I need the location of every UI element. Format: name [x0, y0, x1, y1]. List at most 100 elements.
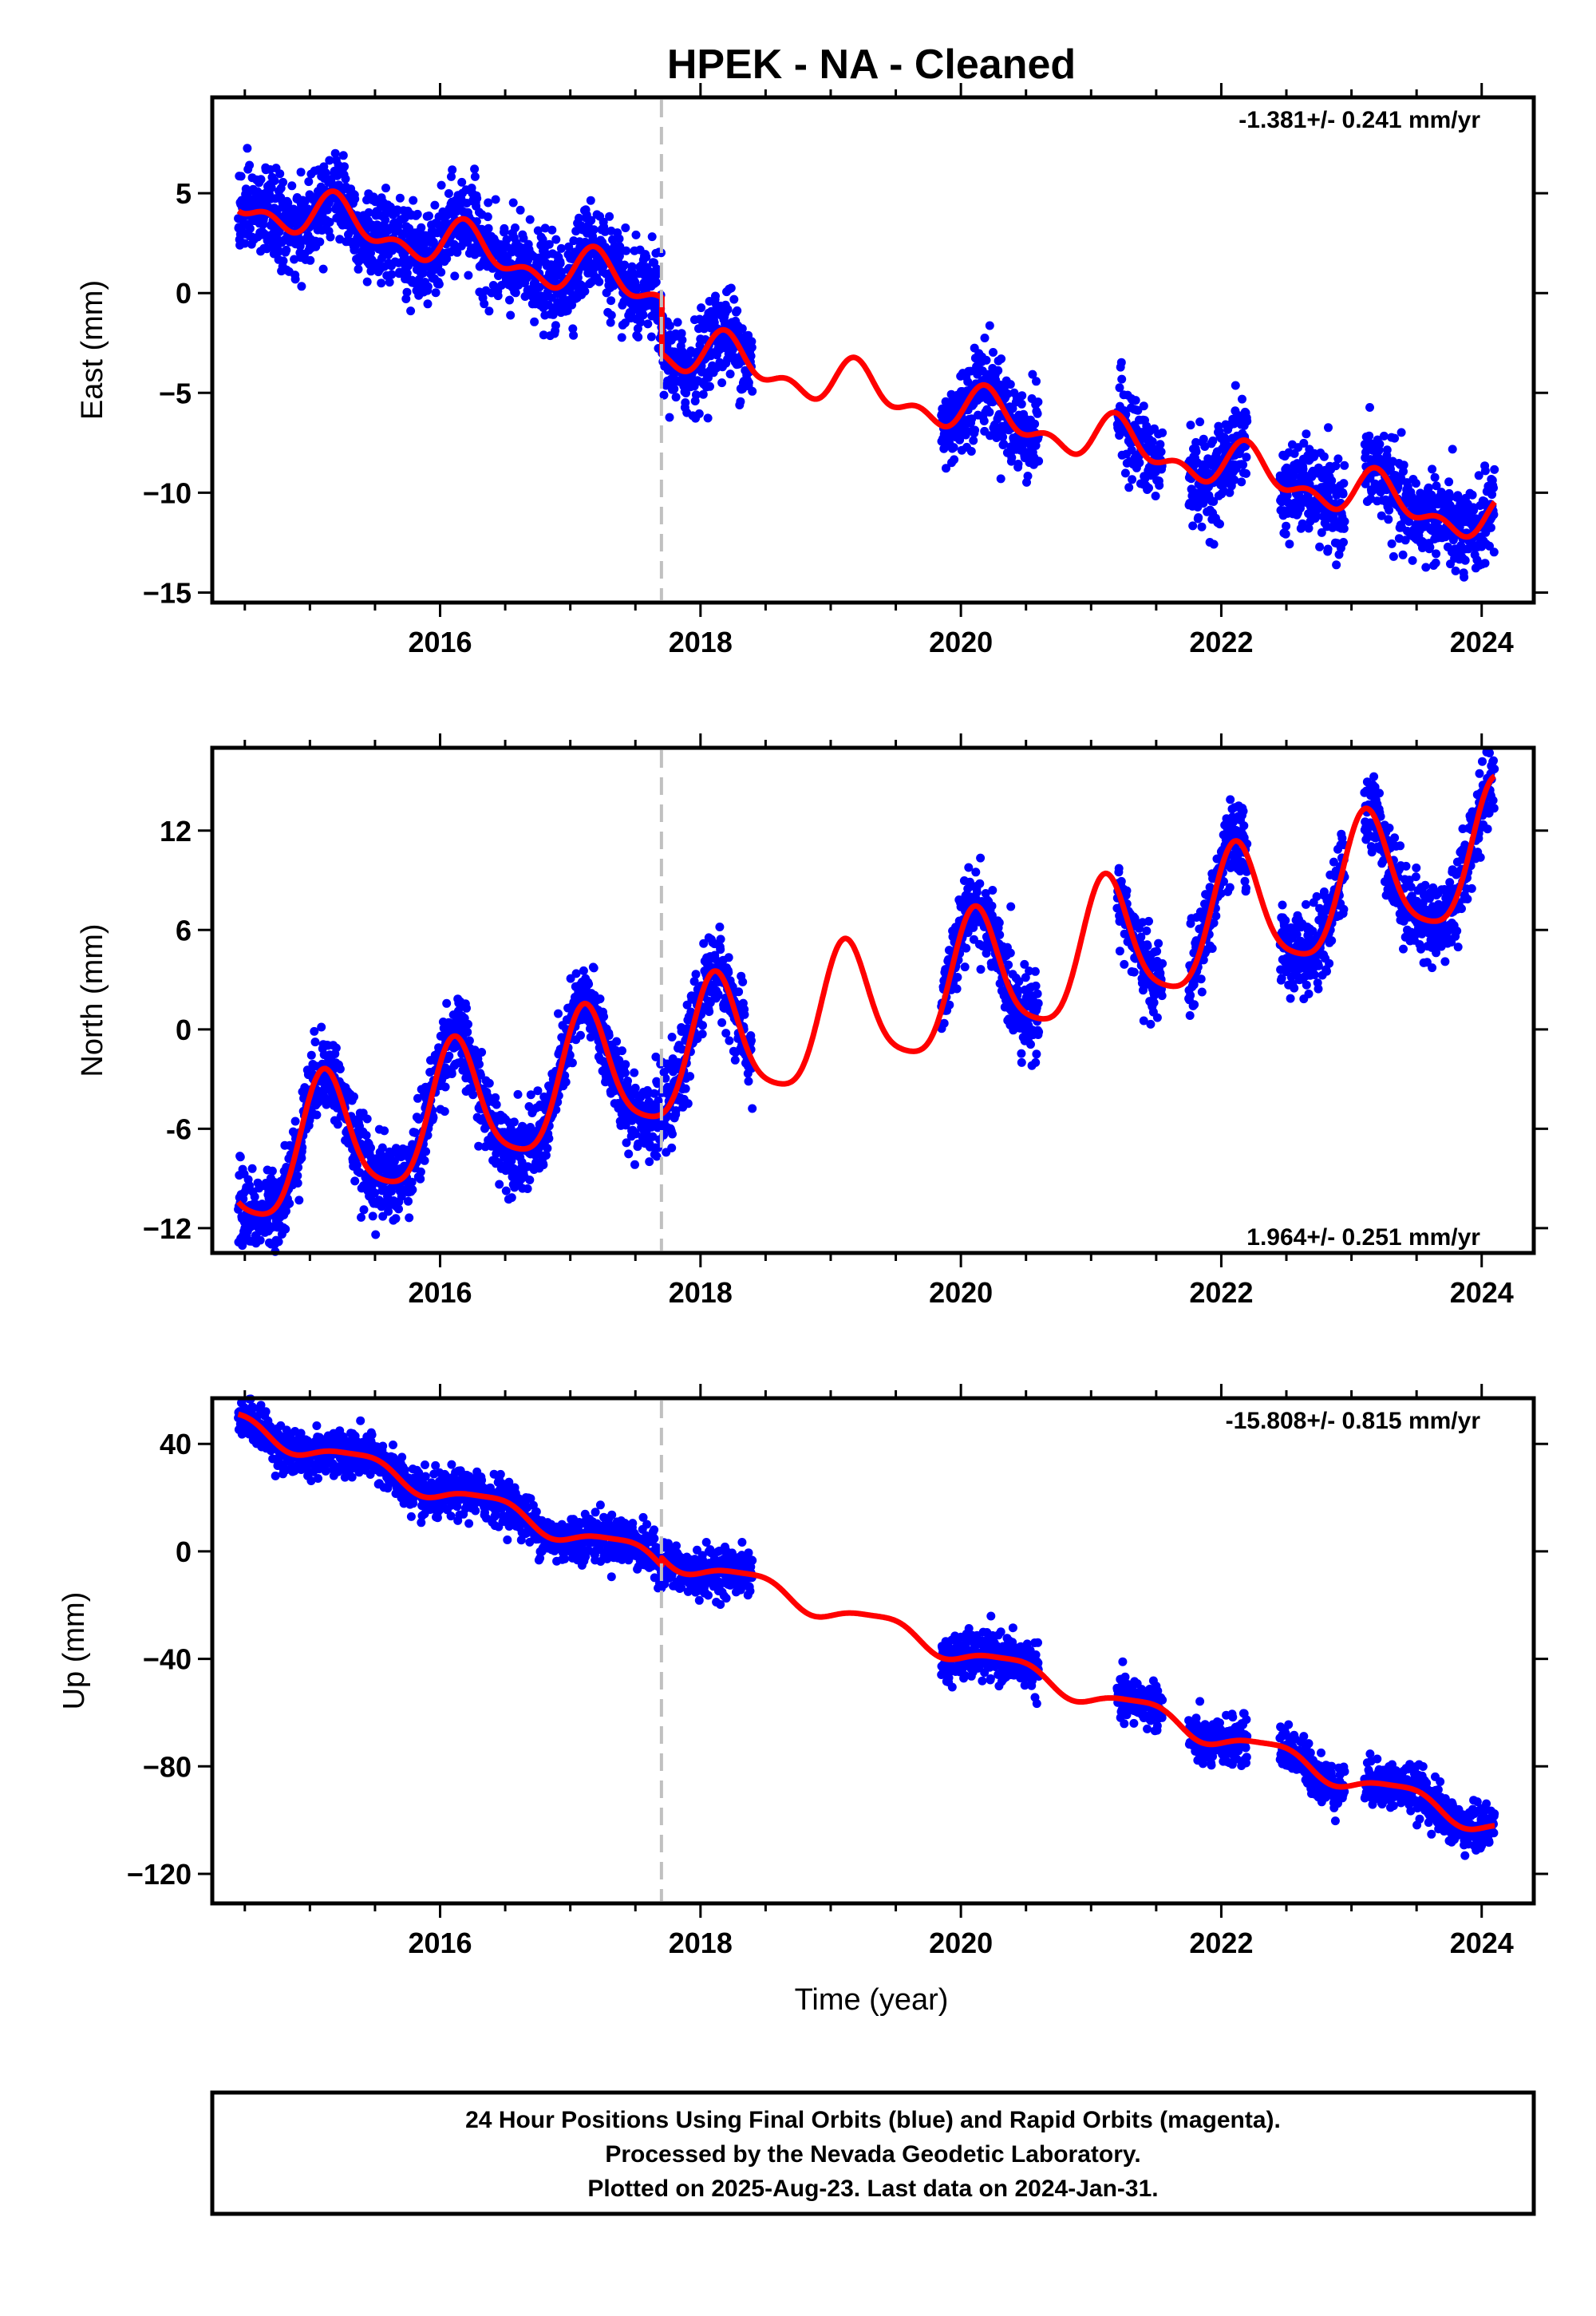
east-data-point — [1480, 559, 1490, 568]
north-data-point — [584, 979, 594, 989]
north-data-point — [561, 1077, 571, 1087]
east-data-point — [256, 175, 266, 184]
north-data-point — [595, 994, 605, 1004]
east-data-point — [484, 306, 494, 316]
east-data-point — [236, 172, 246, 181]
east-data-point — [484, 198, 493, 207]
east-data-point — [1188, 521, 1198, 531]
north-data-point — [972, 887, 982, 897]
east-data-point — [551, 321, 560, 330]
east-data-point — [406, 306, 416, 316]
east-data-point — [1238, 394, 1246, 404]
east-data-point — [1117, 374, 1127, 384]
north-data-point — [306, 1050, 316, 1060]
east-x-tick-label: 2018 — [669, 626, 733, 658]
north-data-point — [368, 1211, 377, 1221]
north-data-point — [1030, 966, 1040, 976]
north-data-point — [477, 1048, 487, 1057]
east-data-point — [287, 181, 297, 191]
north-data-point — [748, 1104, 757, 1113]
east-data-point — [617, 333, 626, 342]
east-data-point — [1324, 423, 1333, 433]
east-data-point — [275, 169, 285, 179]
north-data-point — [987, 901, 997, 911]
east-data-point — [747, 342, 757, 352]
east-data-point — [387, 270, 397, 279]
east-data-point — [711, 291, 720, 301]
east-x-tick-label: 2016 — [408, 626, 472, 658]
east-data-point — [325, 217, 334, 227]
east-data-point — [1242, 453, 1251, 462]
east-data-point — [301, 196, 310, 206]
north-data-point — [331, 1043, 341, 1053]
north-data-point — [350, 1092, 358, 1101]
north-data-point — [630, 1160, 639, 1169]
north-data-point — [738, 977, 748, 986]
east-data-point — [516, 205, 525, 215]
east-data-point — [1124, 483, 1134, 492]
east-data-point — [270, 176, 279, 185]
east-data-point — [413, 209, 422, 219]
north-data-point — [744, 1077, 753, 1086]
east-data-point — [323, 205, 332, 215]
north-data-point — [464, 1036, 474, 1045]
east-data-point — [245, 160, 255, 170]
east-data-point — [595, 277, 604, 287]
east-y-axis-label: East (mm) — [76, 280, 109, 420]
east-data-point — [464, 271, 473, 280]
north-data-point — [576, 1030, 585, 1040]
north-data-point — [247, 1164, 257, 1173]
north-data-point — [1004, 960, 1013, 970]
north-data-point — [1114, 864, 1124, 873]
east-data-point — [417, 223, 426, 232]
east-data-point — [1396, 428, 1406, 437]
east-data-point — [1197, 522, 1207, 532]
north-data-point — [420, 1156, 429, 1165]
north-data-point — [734, 987, 744, 997]
north-data-point — [1033, 998, 1043, 1008]
east-data-point — [1034, 456, 1044, 466]
east-data-point — [989, 348, 998, 357]
east-data-point — [463, 238, 472, 247]
east-data-point — [1242, 417, 1252, 426]
north-data-point — [440, 1082, 450, 1092]
north-data-point — [1033, 989, 1042, 998]
north-data-point — [507, 1193, 516, 1203]
east-data-point — [606, 296, 616, 306]
east-data-point — [568, 324, 578, 334]
east-data-point — [296, 168, 306, 177]
north-data-point — [1034, 1027, 1044, 1037]
east-data-point — [1199, 434, 1208, 444]
east-data-point — [1302, 429, 1311, 439]
east-data-point — [961, 430, 970, 440]
east-data-point — [500, 227, 509, 236]
north-data-point — [416, 1167, 425, 1176]
east-y-tick-label: 5 — [176, 177, 192, 210]
east-data-point — [994, 366, 1003, 375]
east-data-point — [1339, 479, 1349, 488]
east-data-point — [470, 164, 480, 174]
east-data-point — [1340, 460, 1349, 470]
east-data-point — [401, 294, 411, 303]
east-data-point — [1033, 409, 1042, 418]
east-data-point — [1030, 419, 1040, 429]
east-data-point — [364, 207, 373, 217]
east-data-point — [1315, 542, 1325, 551]
east-data-point — [431, 288, 440, 298]
north-data-point — [391, 1214, 401, 1223]
east-data-point — [1468, 490, 1477, 500]
east-data-point — [525, 215, 535, 224]
east-data-point — [502, 235, 512, 244]
north-data-point — [255, 1235, 265, 1245]
east-data-point — [665, 321, 674, 330]
east-data-point — [647, 232, 657, 242]
north-data-point — [1115, 947, 1124, 956]
east-data-point — [282, 245, 291, 255]
east-data-point — [969, 436, 978, 445]
east-data-point — [452, 247, 462, 257]
east-data-point — [530, 317, 539, 326]
east-data-point — [748, 386, 757, 396]
